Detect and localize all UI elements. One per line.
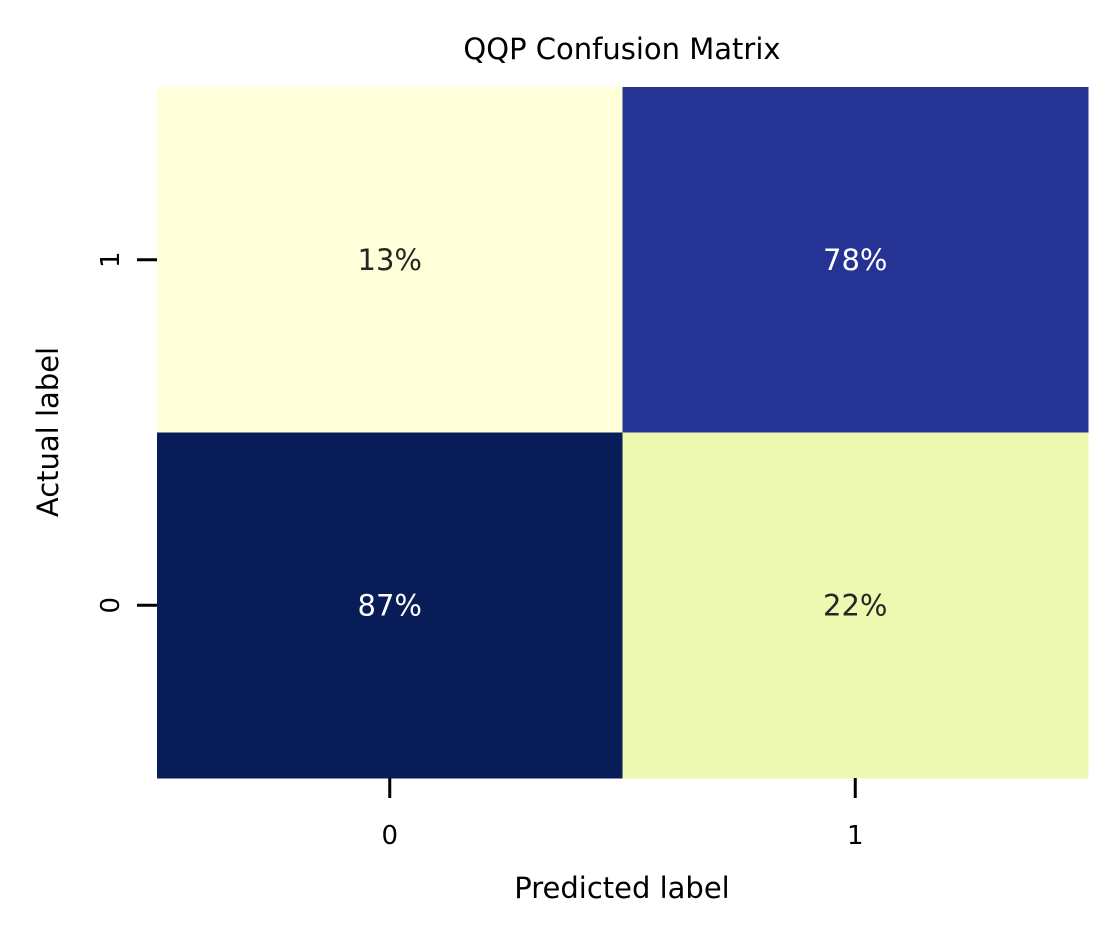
x-tick-label-0: 0 [381,821,398,851]
cell-value-label-actual-1-predicted-1: 78% [823,243,887,277]
cell-value-label-actual-0-predicted-1: 22% [823,588,887,622]
x-tick-label-1: 1 [847,821,864,851]
cell-value-label-actual-0-predicted-0: 87% [358,588,422,622]
y-tick-label-0: 0 [96,597,126,614]
chart-title: QQP Confusion Matrix [463,32,780,66]
y-tick-label-1: 1 [96,251,126,268]
heatmap-cell-actual-0-predicted-1 [622,432,1089,779]
heatmap-cells [157,87,1089,779]
cell-value-label-actual-1-predicted-0: 13% [358,243,422,277]
x-axis-label: Predicted label [514,871,730,905]
heatmap-cell-actual-1-predicted-1 [622,87,1089,433]
heatmap-cell-actual-1-predicted-0 [157,87,623,433]
y-axis-label: Actual label [31,347,65,517]
y-axis-ticks: 10 [96,251,157,614]
heatmap-cell-actual-0-predicted-0 [157,432,623,779]
heatmap-cell-labels: 13% 78% 87% 22% [358,243,888,623]
